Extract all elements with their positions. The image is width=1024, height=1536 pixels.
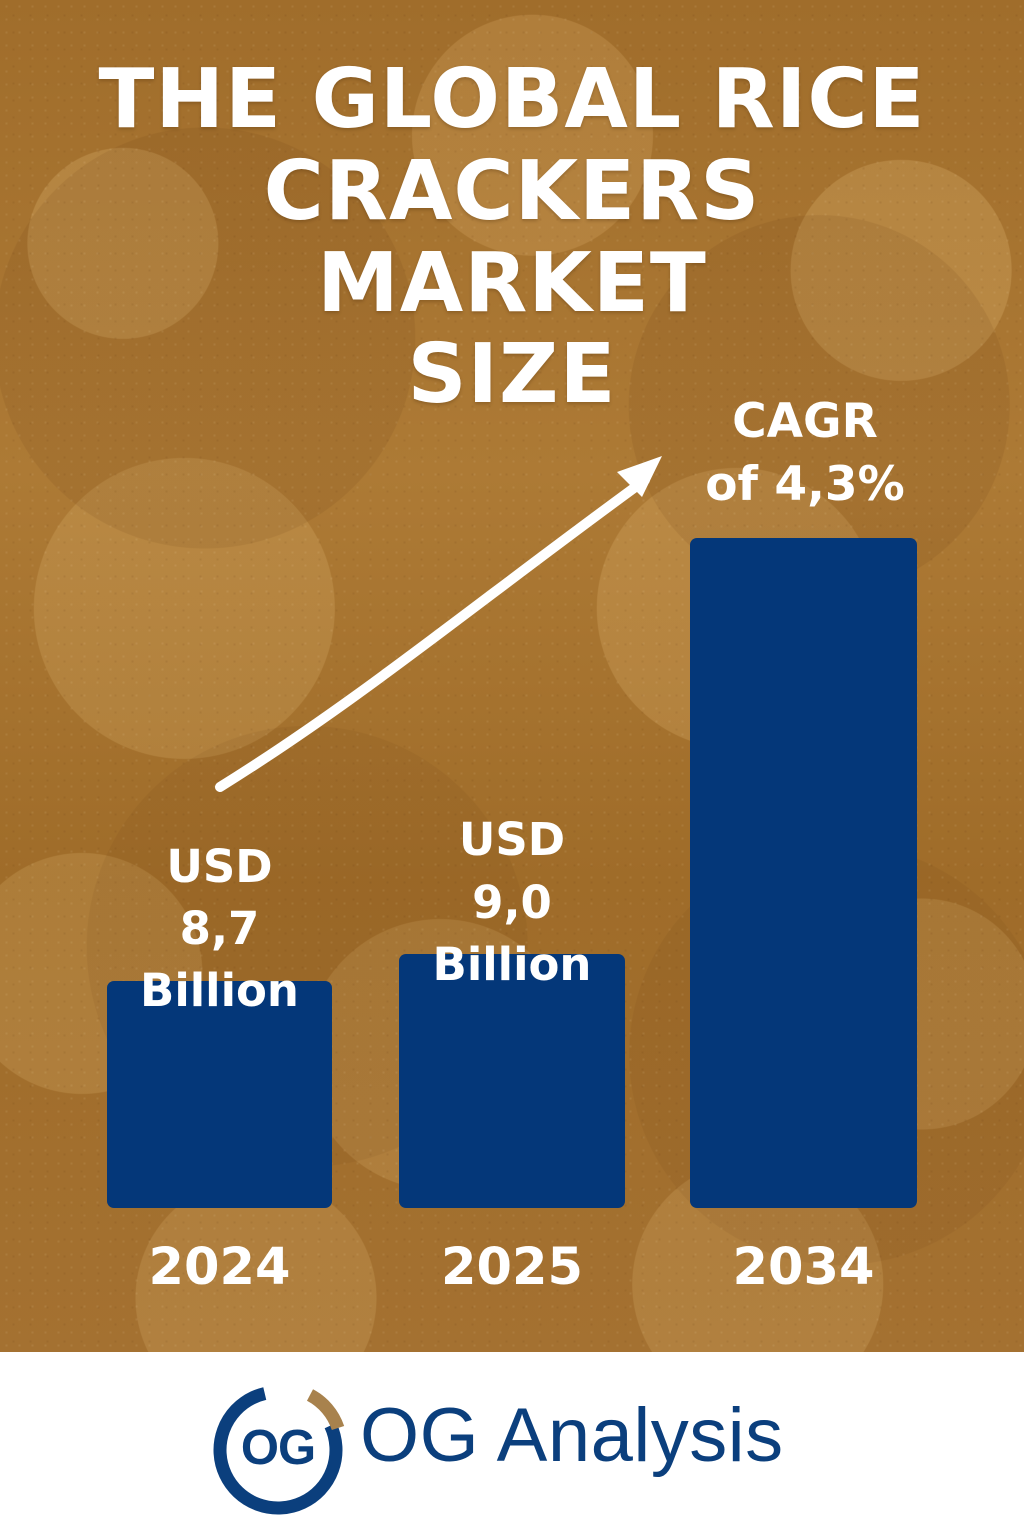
bar-2025 [399,954,625,1208]
bar-2024 [107,981,332,1208]
brand-name: OG Analysis [360,1393,784,1478]
cagr-annotation: CAGR of 4,3% [705,394,905,513]
og-logo-icon [213,1385,345,1515]
x-tick-label-2034: 2034 [732,1238,875,1297]
bar-chart: 2024 USD 8,7 Billion 2025 USD 9,0 Billion 20… [107,538,917,1297]
bar-2034 [690,538,917,1208]
brand-footer: OG OG Analysis [0,1352,1024,1536]
market-size-infographic: THE GLOBAL RICE CRACKERS MARKET SIZE CAG… [0,0,1024,1352]
x-tick-label-2025: 2025 [441,1238,583,1297]
chart-title: THE GLOBAL RICE CRACKERS MARKET SIZE [98,52,926,423]
data-label-2024: USD 8,7 Billion [140,840,299,1018]
og-logo-letters: OG [240,1421,316,1475]
x-tick-label-2024: 2024 [148,1238,291,1297]
og-logo-mark: OG [208,1380,348,1520]
data-label-2025: USD 9,0 Billion [432,813,592,991]
